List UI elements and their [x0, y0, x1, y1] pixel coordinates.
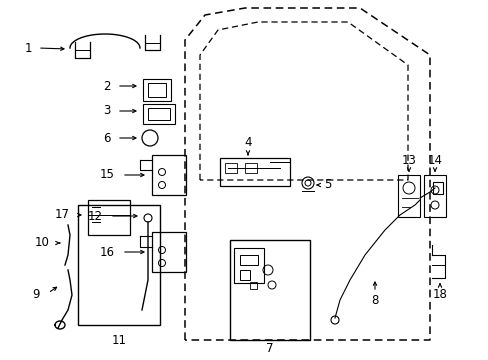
- Text: 17: 17: [54, 208, 69, 221]
- Bar: [397, 175, 419, 217]
- Bar: [88, 200, 130, 235]
- Text: 2: 2: [103, 80, 110, 93]
- Bar: [142, 104, 175, 124]
- Bar: [148, 108, 170, 120]
- Text: 12: 12: [87, 210, 102, 222]
- Text: 18: 18: [432, 288, 447, 302]
- Text: 15: 15: [100, 168, 114, 181]
- Bar: [234, 248, 264, 283]
- Bar: [152, 232, 185, 272]
- Bar: [152, 155, 185, 195]
- Bar: [432, 182, 442, 194]
- Text: 3: 3: [103, 104, 110, 117]
- Bar: [224, 163, 237, 173]
- Bar: [244, 163, 257, 173]
- Text: 10: 10: [35, 237, 49, 249]
- Bar: [423, 175, 445, 217]
- Bar: [240, 255, 258, 265]
- Bar: [78, 205, 160, 325]
- Text: 14: 14: [427, 153, 442, 166]
- Bar: [220, 158, 289, 186]
- Bar: [142, 79, 171, 101]
- Text: 9: 9: [32, 288, 40, 302]
- Text: 11: 11: [111, 333, 126, 346]
- Bar: [229, 240, 309, 340]
- Text: 1: 1: [24, 41, 32, 54]
- Text: 8: 8: [370, 293, 378, 306]
- Text: 5: 5: [324, 179, 331, 192]
- Text: 4: 4: [244, 136, 251, 149]
- Bar: [240, 270, 249, 280]
- Text: 7: 7: [265, 342, 273, 355]
- Text: 6: 6: [103, 131, 110, 144]
- Bar: [249, 282, 257, 289]
- Text: 13: 13: [401, 153, 416, 166]
- Bar: [148, 83, 165, 97]
- Text: 16: 16: [99, 246, 114, 258]
